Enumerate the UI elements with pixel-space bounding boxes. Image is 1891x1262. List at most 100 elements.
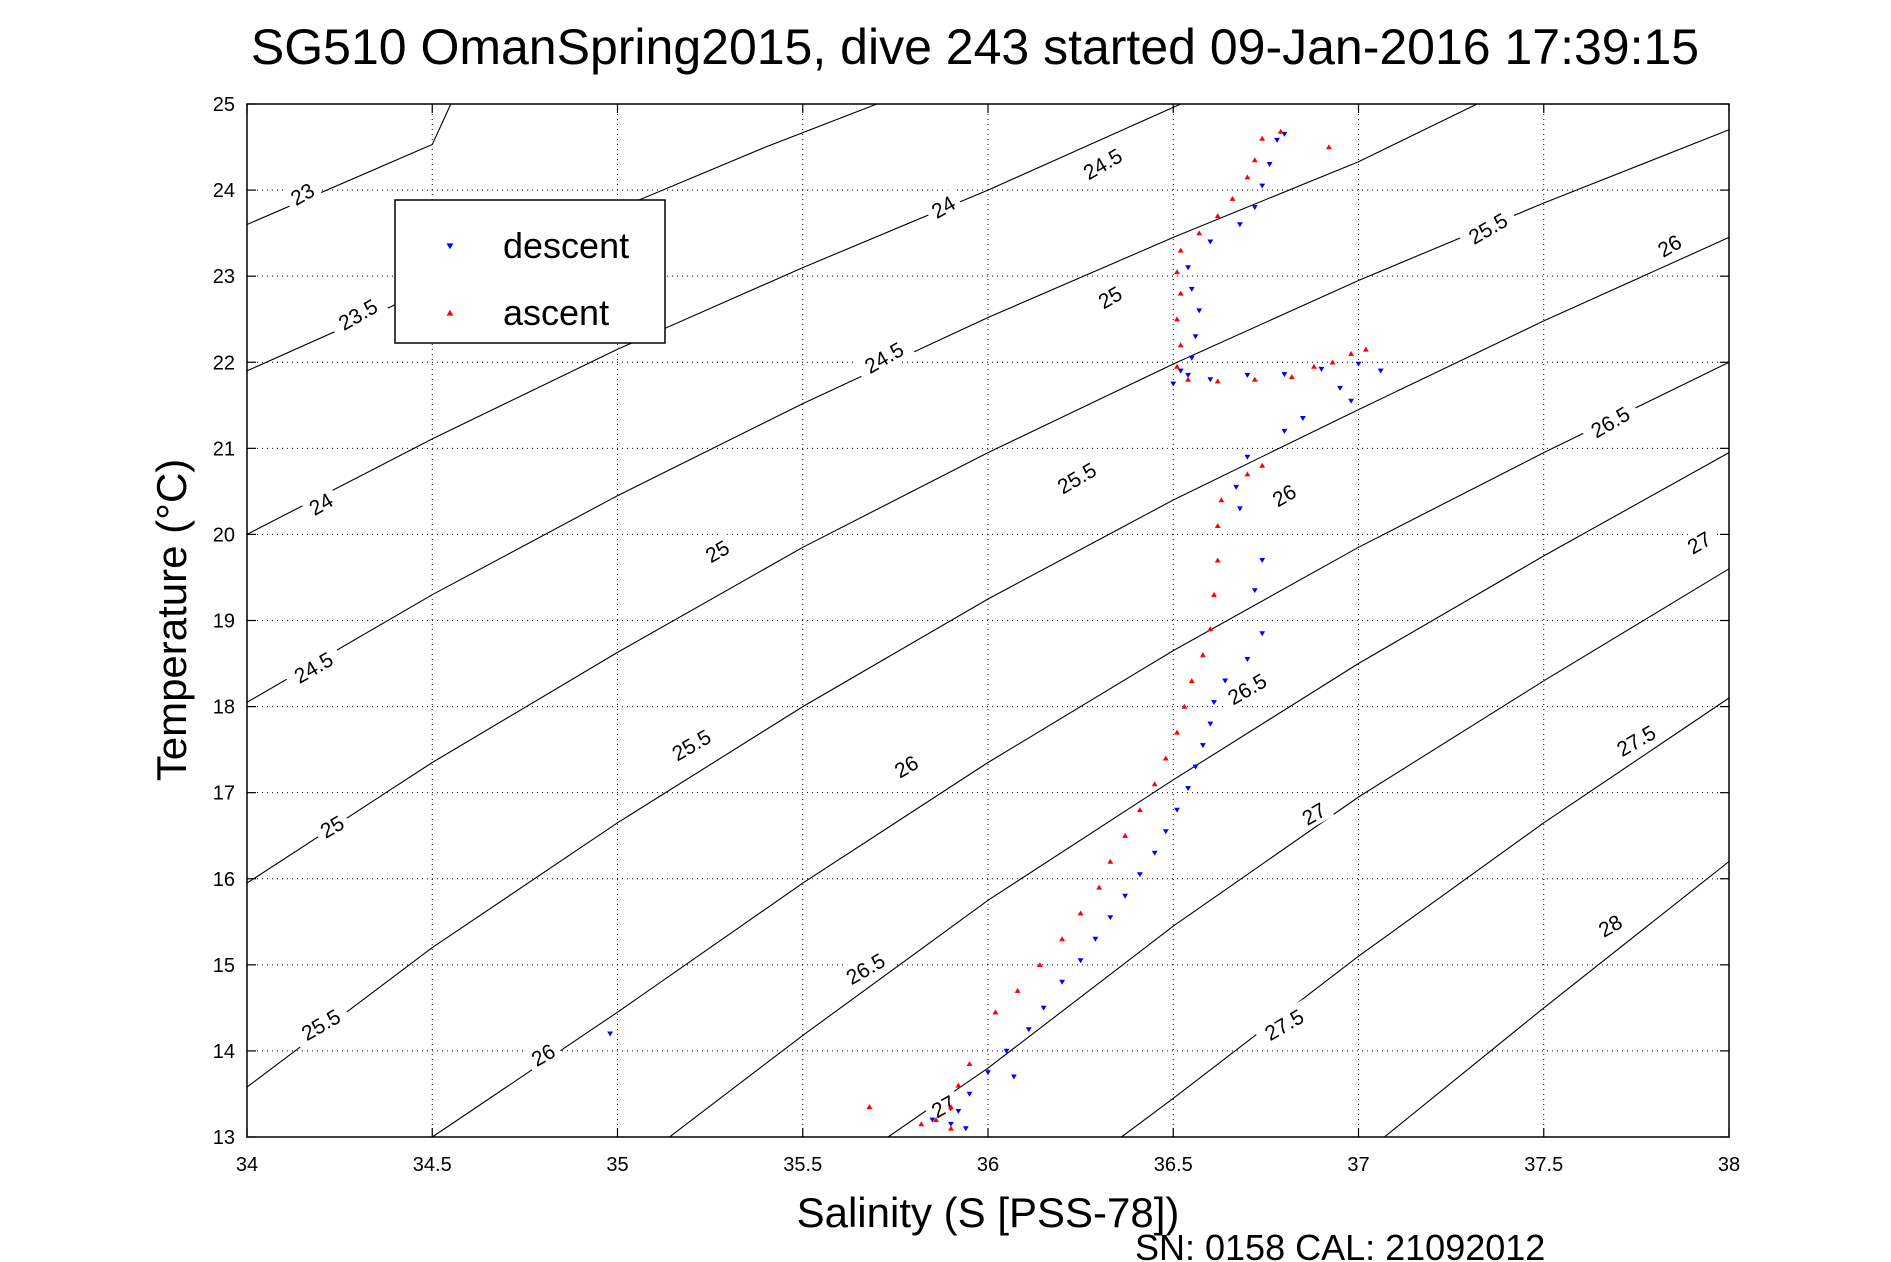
contour-label-background bbox=[310, 807, 353, 846]
descent-point bbox=[1348, 398, 1355, 404]
descent-point bbox=[1244, 656, 1251, 662]
legend-label-descent: descent bbox=[503, 225, 629, 266]
descent-point bbox=[966, 1091, 973, 1097]
ascent-point bbox=[1136, 807, 1143, 813]
contour-label-background bbox=[326, 289, 389, 339]
x-tick-label: 36 bbox=[977, 1154, 999, 1176]
descent-point bbox=[1188, 286, 1195, 292]
ascent-point bbox=[1251, 376, 1258, 382]
contour-label-background bbox=[1089, 277, 1131, 316]
contour-label-background bbox=[922, 1087, 964, 1125]
x-tick-label: 34.5 bbox=[413, 1154, 452, 1176]
ascent-point bbox=[1181, 703, 1188, 709]
x-tick-label: 35.5 bbox=[783, 1154, 822, 1176]
descent-point bbox=[1040, 1005, 1047, 1011]
ascent-point bbox=[1177, 342, 1184, 348]
descent-point bbox=[1222, 678, 1229, 684]
ascent-point bbox=[1214, 213, 1221, 219]
ascent-point bbox=[1174, 316, 1180, 322]
data-points bbox=[607, 128, 1384, 1132]
ascent-point bbox=[1218, 497, 1225, 503]
descent-point bbox=[1244, 454, 1251, 460]
descent-point bbox=[1259, 183, 1266, 189]
y-tick-label: 16 bbox=[213, 869, 235, 891]
ascent-point bbox=[947, 1104, 954, 1110]
descent-point bbox=[1122, 893, 1129, 899]
descent-point bbox=[955, 1109, 962, 1114]
descent-point bbox=[1281, 428, 1288, 434]
descent-point bbox=[929, 1117, 936, 1123]
descent-point bbox=[1185, 372, 1192, 378]
descent-point bbox=[1174, 807, 1180, 813]
y-tick-label: 19 bbox=[213, 611, 235, 633]
descent-point bbox=[1010, 1074, 1017, 1080]
ascent-point bbox=[1174, 729, 1180, 735]
descent-point bbox=[1299, 415, 1306, 421]
contour-label-background bbox=[522, 1035, 564, 1074]
contour-label-background bbox=[1215, 663, 1278, 714]
x-tick-label: 34 bbox=[236, 1154, 258, 1176]
ascent-point bbox=[1077, 910, 1084, 916]
density-contour-26 bbox=[431, 361, 1730, 1138]
contour-label-background bbox=[1648, 226, 1690, 265]
descent-point bbox=[1199, 743, 1206, 749]
y-tick-label: 14 bbox=[213, 1041, 235, 1063]
ascent-point bbox=[1151, 781, 1158, 787]
ascent-point bbox=[1311, 363, 1317, 369]
y-tick-label: 24 bbox=[213, 180, 235, 202]
ascent-point bbox=[1096, 884, 1103, 890]
ascent-point bbox=[1251, 157, 1258, 163]
density-contour-26.5 bbox=[669, 452, 1730, 1138]
contour-label-background bbox=[1604, 715, 1667, 766]
descent-point bbox=[1259, 631, 1266, 637]
descent-point bbox=[1207, 239, 1214, 245]
ascent-point bbox=[1174, 269, 1180, 275]
descent-point bbox=[607, 1031, 614, 1037]
ascent-point bbox=[1177, 290, 1184, 296]
contour-label-background bbox=[1292, 794, 1335, 833]
ascent-point bbox=[918, 1121, 925, 1127]
descent-point bbox=[1251, 205, 1258, 211]
descent-point bbox=[1244, 372, 1251, 378]
ascent-point bbox=[1207, 626, 1214, 632]
density-contour-25.5 bbox=[246, 236, 1730, 1088]
descent-point bbox=[1170, 381, 1177, 387]
x-tick-label: 37 bbox=[1347, 1154, 1369, 1176]
contour-label-background bbox=[281, 174, 323, 213]
contour-label-background bbox=[1045, 452, 1108, 503]
descent-point bbox=[985, 1070, 991, 1076]
serial-calibration-footer: SN: 0158 CAL: 21092012 bbox=[1135, 1227, 1545, 1262]
x-tick-label: 36.5 bbox=[1154, 1154, 1193, 1176]
ascent-point bbox=[1214, 378, 1221, 384]
descent-point bbox=[1233, 484, 1240, 490]
ascent-point bbox=[1325, 144, 1332, 150]
y-tick-label: 21 bbox=[213, 438, 235, 460]
descent-point bbox=[1136, 872, 1143, 878]
descent-point bbox=[962, 1126, 969, 1132]
contour-label-background bbox=[659, 719, 723, 770]
legend-box bbox=[394, 199, 666, 344]
contour-label-background bbox=[299, 484, 342, 523]
grid-lines bbox=[247, 104, 1729, 1137]
ascent-point bbox=[1199, 652, 1206, 658]
descent-point bbox=[947, 1121, 954, 1127]
contour-label-background bbox=[852, 332, 915, 382]
x-tick-label: 35 bbox=[606, 1154, 628, 1176]
ascent-point bbox=[1059, 936, 1066, 942]
x-axis-ticks: 34 34.5 35 35.5 36 36.5 37 37.5 38 bbox=[236, 104, 1740, 1176]
chart-title: SG510 OmanSpring2015, dive 243 started 0… bbox=[251, 19, 1699, 75]
descent-point bbox=[1196, 308, 1203, 314]
descent-point bbox=[1192, 764, 1199, 770]
y-tick-label: 13 bbox=[213, 1127, 235, 1149]
descent-point bbox=[1211, 700, 1217, 705]
contour-label-background bbox=[834, 943, 897, 994]
descent-point bbox=[1274, 137, 1280, 143]
y-tick-label: 23 bbox=[213, 266, 235, 288]
ascent-point bbox=[1229, 195, 1236, 201]
legend-label-ascent: ascent bbox=[503, 292, 609, 333]
descent-point bbox=[1192, 334, 1199, 340]
contour-label-background bbox=[289, 999, 352, 1050]
contour-label-background bbox=[1678, 523, 1720, 562]
ascent-point bbox=[1214, 523, 1221, 529]
ascent-point bbox=[966, 1061, 973, 1066]
